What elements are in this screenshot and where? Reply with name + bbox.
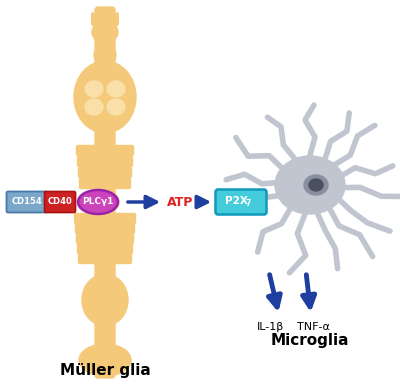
Text: PLCγ1: PLCγ1 (82, 198, 114, 207)
Ellipse shape (92, 21, 118, 43)
FancyBboxPatch shape (78, 168, 100, 178)
FancyBboxPatch shape (110, 213, 136, 223)
Ellipse shape (107, 99, 125, 115)
FancyBboxPatch shape (110, 156, 132, 166)
Ellipse shape (85, 81, 103, 97)
Ellipse shape (79, 344, 131, 376)
Text: Müller glia: Müller glia (60, 363, 150, 378)
FancyBboxPatch shape (110, 223, 134, 234)
FancyBboxPatch shape (78, 254, 100, 264)
Ellipse shape (85, 99, 103, 115)
FancyBboxPatch shape (78, 156, 100, 166)
Ellipse shape (82, 274, 128, 326)
FancyBboxPatch shape (80, 178, 100, 188)
Text: IL-1β: IL-1β (256, 322, 284, 332)
Ellipse shape (275, 156, 345, 214)
Ellipse shape (91, 191, 119, 213)
Text: TNF-α: TNF-α (296, 322, 330, 332)
Text: CD40: CD40 (48, 198, 72, 207)
FancyBboxPatch shape (110, 244, 132, 254)
FancyBboxPatch shape (95, 7, 115, 378)
Text: ATP: ATP (167, 195, 193, 208)
Ellipse shape (107, 81, 125, 97)
Ellipse shape (304, 175, 328, 195)
Text: P2X: P2X (224, 196, 248, 206)
Text: CD154: CD154 (12, 198, 42, 207)
FancyBboxPatch shape (110, 146, 134, 156)
FancyBboxPatch shape (110, 178, 130, 188)
FancyBboxPatch shape (76, 223, 100, 234)
Text: 7: 7 (245, 200, 251, 208)
FancyBboxPatch shape (78, 244, 100, 254)
FancyBboxPatch shape (110, 168, 132, 178)
FancyBboxPatch shape (74, 213, 100, 223)
FancyBboxPatch shape (44, 191, 76, 213)
Ellipse shape (94, 45, 116, 65)
FancyBboxPatch shape (216, 190, 266, 215)
Ellipse shape (78, 190, 118, 214)
Ellipse shape (309, 179, 323, 191)
Ellipse shape (74, 61, 136, 133)
Text: Microglia: Microglia (271, 333, 349, 348)
FancyBboxPatch shape (76, 146, 100, 156)
FancyBboxPatch shape (110, 254, 132, 264)
FancyBboxPatch shape (6, 191, 48, 213)
FancyBboxPatch shape (76, 234, 100, 244)
FancyBboxPatch shape (110, 234, 134, 244)
